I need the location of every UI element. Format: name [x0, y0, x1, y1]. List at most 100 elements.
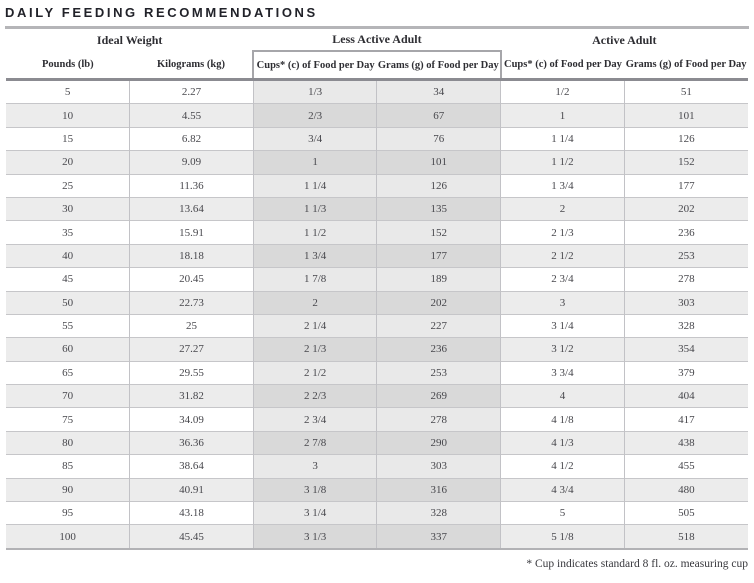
col-header-active-cups: Cups* (c) of Food per Day: [500, 51, 625, 81]
table-cell: 25: [6, 173, 130, 198]
table-cell: 4 1/2: [500, 454, 625, 479]
table-cell: 236: [376, 337, 501, 362]
table-cell: 31.82: [129, 384, 254, 408]
table-cell: 1 7/8: [252, 267, 377, 292]
table-cell: 1 1/2: [500, 150, 625, 175]
table-cell: 269: [376, 384, 501, 408]
table-cell: 4.55: [129, 103, 254, 128]
table-cell: 2 1/3: [500, 220, 625, 245]
table-cell: 202: [376, 290, 501, 315]
feeding-table: Ideal Weight Less Active Adult Active Ad…: [6, 29, 748, 550]
table-cell: 4 3/4: [500, 477, 625, 502]
table-cell: 518: [623, 524, 748, 549]
table-cell: 1/2: [500, 79, 625, 104]
table-cell: 1 3/4: [500, 173, 625, 198]
table-cell: 67: [376, 103, 501, 128]
table-cell: 1 3/4: [252, 243, 377, 268]
table-cell: 2: [500, 196, 625, 221]
table-cell: 101: [376, 150, 501, 175]
table-cell: 40: [6, 243, 130, 268]
table-cell: 1 1/2: [252, 220, 377, 245]
table-row: 15 6.82 3/4 76 1 1/4 126: [6, 126, 748, 151]
table-cell: 2 1/2: [252, 360, 377, 385]
table-cell: 80: [6, 430, 130, 455]
col-header-less-active-grams: Grams (g) of Food per Day: [376, 50, 502, 81]
table-row: 95 43.18 3 1/4 328 5 505: [6, 501, 748, 525]
table-cell: 126: [376, 173, 501, 198]
table-row: 35 15.91 1 1/2 152 2 1/3 236: [6, 220, 748, 245]
table-cell: 189: [376, 267, 501, 292]
table-cell: 2 3/4: [252, 407, 377, 432]
table-cell: 417: [623, 407, 748, 432]
table-cell: 379: [623, 360, 748, 385]
table-cell: 152: [376, 220, 501, 245]
table-cell: 15: [6, 126, 130, 151]
table-cell: 3 1/2: [500, 337, 625, 362]
table-cell: 290: [376, 430, 501, 455]
table-cell: 152: [623, 150, 748, 175]
table-cell: 40.91: [129, 477, 254, 502]
table-cell: 354: [623, 337, 748, 362]
table-cell: 38.64: [129, 454, 254, 479]
group-header-row: Ideal Weight Less Active Adult Active Ad…: [6, 29, 748, 51]
table-cell: 1 1/4: [252, 173, 377, 198]
table-cell: 76: [376, 126, 501, 151]
table-cell: 1 1/4: [500, 126, 625, 151]
column-header-row: Pounds (lb) Kilograms (kg) Cups* (c) of …: [6, 50, 748, 81]
table-cell: 3 1/4: [500, 313, 625, 338]
table-cell: 480: [623, 477, 748, 502]
table-cell: 85: [6, 454, 130, 479]
table-cell: 75: [6, 407, 130, 432]
table-cell: 3 1/3: [252, 524, 377, 549]
table-cell: 2: [252, 290, 377, 315]
table-cell: 90: [6, 477, 130, 502]
table-cell: 303: [623, 290, 748, 315]
table-cell: 1 1/3: [252, 196, 377, 221]
table-cell: 236: [623, 220, 748, 245]
table-row: 100 45.45 3 1/3 337 5 1/8 518: [6, 524, 748, 549]
table-cell: 2 1/3: [252, 337, 377, 362]
table-cell: 2 2/3: [252, 384, 377, 408]
table-cell: 4: [500, 384, 625, 408]
table-cell: 3/4: [252, 126, 377, 151]
table-cell: 253: [376, 360, 501, 385]
table-cell: 337: [376, 524, 501, 549]
group-header-less-active-adult: Less Active Adult: [332, 32, 422, 46]
table-cell: 65: [6, 360, 130, 385]
title-divider: [5, 26, 749, 29]
table-cell: 50: [6, 290, 130, 315]
table-cell: 126: [623, 126, 748, 151]
table-cell: 177: [376, 243, 501, 268]
table-row: 20 9.09 1 101 1 1/2 152: [6, 150, 748, 175]
table-cell: 51: [623, 79, 748, 104]
table-row: 30 13.64 1 1/3 135 2 202: [6, 196, 748, 221]
table-row: 45 20.45 1 7/8 189 2 3/4 278: [6, 267, 748, 292]
table-cell: 20: [6, 150, 130, 175]
table-cell: 278: [376, 407, 501, 432]
table-cell: 316: [376, 477, 501, 502]
table-cell: 177: [623, 173, 748, 198]
table-row: 50 22.73 2 202 3 303: [6, 290, 748, 315]
table-body: 5 2.27 1/3 34 1/2 51 10 4.55 2/3 67 1 101 15 6.82 3/4 7…: [6, 79, 748, 549]
table-cell: 11.36: [129, 173, 254, 198]
table-cell: 9.09: [129, 150, 254, 175]
table-cell: 404: [623, 384, 748, 408]
table-cell: 202: [623, 196, 748, 221]
table-cell: 278: [623, 267, 748, 292]
table-cell: 135: [376, 196, 501, 221]
table-cell: 227: [376, 313, 501, 338]
table-row: 65 29.55 2 1/2 253 3 3/4 379: [6, 360, 748, 385]
col-header-less-active-cups: Cups* (c) of Food per Day: [252, 50, 377, 81]
table-cell: 95: [6, 501, 130, 525]
table-cell: 2 7/8: [252, 430, 377, 455]
table-cell: 25: [129, 313, 254, 338]
table-cell: 438: [623, 430, 748, 455]
table-row: 10 4.55 2/3 67 1 101: [6, 103, 748, 128]
table-cell: 34: [376, 79, 501, 104]
table-cell: 34.09: [129, 407, 254, 432]
table-cell: 5: [64, 86, 71, 99]
table-cell: 60: [6, 337, 130, 362]
table-cell: 3 1/8: [252, 477, 377, 502]
table-cell: 43.18: [129, 501, 254, 525]
